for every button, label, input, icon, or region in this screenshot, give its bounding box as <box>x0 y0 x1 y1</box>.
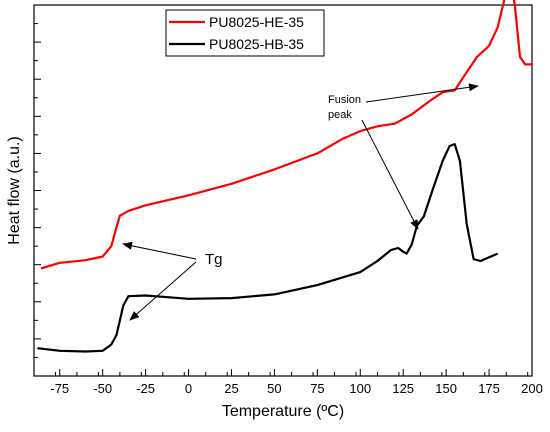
x-tick-label: 150 <box>435 381 457 396</box>
y-axis-title: Heat flow (a.u.) <box>6 136 23 244</box>
legend-box <box>165 9 325 57</box>
x-tick-label: 50 <box>267 381 281 396</box>
x-tick-label: 175 <box>478 381 500 396</box>
series-line-pu8025-he-35 <box>40 0 532 270</box>
legend-label: PU8025-HE-35 <box>209 14 304 30</box>
x-tick-label: 125 <box>392 381 414 396</box>
x-axis-title: Temperature (ºC) <box>222 403 344 420</box>
plot-frame <box>33 4 533 377</box>
x-tick-label: 200 <box>521 381 543 396</box>
x-tick-label: 25 <box>224 381 238 396</box>
legend-label: PU8025-HB-35 <box>209 36 304 52</box>
series-line-pu8025-hb-35 <box>37 143 499 353</box>
tg-arrow-upper <box>122 241 197 260</box>
x-tick-label: -50 <box>93 381 112 396</box>
annotation-fusion-peak-line1: Fusion <box>328 94 361 106</box>
x-tick-label: -75 <box>50 381 69 396</box>
x-tick-label: 100 <box>349 381 371 396</box>
x-tick-label: 75 <box>310 381 324 396</box>
tg-arrow-lower <box>129 261 197 321</box>
annotation-fusion-peak-line2: peak <box>328 109 352 121</box>
x-tick-label: 0 <box>185 381 192 396</box>
annotation-tg: Tg <box>205 251 223 268</box>
fusion-peak-arrow-upper <box>365 83 479 103</box>
fusion-peak-arrow-lower <box>361 119 419 230</box>
x-tick-label: -25 <box>136 381 155 396</box>
